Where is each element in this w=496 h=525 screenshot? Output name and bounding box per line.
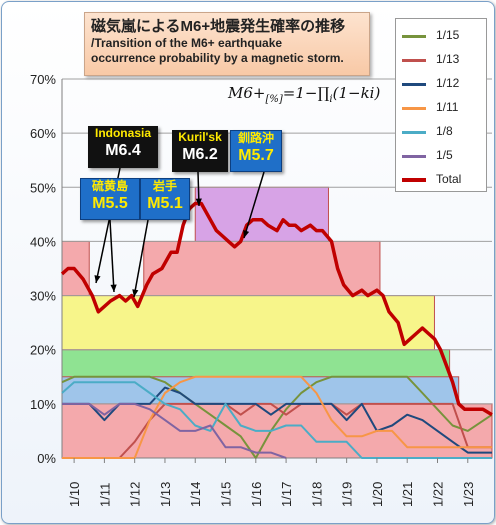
x-tick-label: 1/15 xyxy=(219,482,234,507)
callout-arrowhead xyxy=(110,284,117,292)
legend-swatch xyxy=(402,155,426,158)
callout-place: 岩手 xyxy=(152,179,177,193)
x-tick-label: 1/22 xyxy=(430,482,445,507)
callout-place: 硫黄島 xyxy=(91,179,128,193)
callout-iwate: 岩手 M5.1 xyxy=(140,178,190,220)
callout-arrowhead xyxy=(195,198,202,206)
callout-arrowhead xyxy=(132,289,139,297)
callout-iwojima: 硫黄島 M5.5 xyxy=(80,178,140,220)
chart-title-box: 磁気嵐によるM6+地震発生確率の推移 /Transition of the M6… xyxy=(84,12,370,76)
y-tick-label: 30% xyxy=(30,289,56,304)
x-tick-label: 1/11 xyxy=(97,483,112,507)
y-tick-label: 70% xyxy=(30,72,56,87)
x-tick-label: 1/12 xyxy=(128,482,143,507)
x-tick-label: 1/23 xyxy=(461,482,476,507)
callout-magnitude: M5.7 xyxy=(238,147,274,164)
callout-arrowhead xyxy=(94,275,101,283)
x-tick-label: 1/16 xyxy=(249,482,264,507)
formula-tail: (1−ki) xyxy=(332,84,381,102)
callout-place: 釧路沖 xyxy=(237,131,274,145)
formula-rhs-sub: i xyxy=(329,94,333,105)
callout-kurilsk: Kuril'sk M6.2 xyxy=(172,130,228,172)
legend-swatch xyxy=(402,107,426,110)
callout-arrow xyxy=(133,219,149,298)
legend-label: 1/8 xyxy=(436,124,453,138)
callout-place: Indonasia xyxy=(94,126,151,140)
legend-label: Total xyxy=(436,172,462,186)
series-line-total xyxy=(60,201,493,417)
chart-subtitle: /Transition of the M6+ earthquake occurr… xyxy=(91,36,363,66)
formula-lhs: M6+ xyxy=(228,84,266,102)
callout-place: Kuril'sk xyxy=(178,130,222,144)
chart-subtitle-line2: occurrence probability by a magnetic sto… xyxy=(91,51,344,65)
y-tick-label: 0% xyxy=(37,451,56,466)
chart-title: 磁気嵐によるM6+地震発生確率の推移 xyxy=(91,18,346,35)
x-tick-label: 1/19 xyxy=(340,482,355,507)
legend-swatch xyxy=(402,131,426,134)
x-tick-label: 1/17 xyxy=(279,482,294,507)
x-tick-label: 1/20 xyxy=(370,482,385,507)
legend-swatch xyxy=(402,35,426,38)
legend-swatch xyxy=(402,83,426,86)
y-tick-label: 60% xyxy=(30,126,56,141)
x-tick-label: 1/18 xyxy=(309,482,324,507)
legend-label: 1/11 xyxy=(436,100,459,114)
y-tick-label: 20% xyxy=(30,343,56,358)
series-line-1-11 xyxy=(62,375,492,459)
y-tick-label: 40% xyxy=(30,234,56,249)
legend-label: 1/13 xyxy=(436,52,460,66)
callout-arrowhead xyxy=(243,230,250,238)
chart-legend: 1/15 1/13 1/12 1/11 1/8 1/5 Total xyxy=(395,18,487,192)
callout-magnitude: M6.2 xyxy=(182,146,218,163)
callout-magnitude: M6.4 xyxy=(105,142,141,159)
y-tick-label: 50% xyxy=(30,180,56,195)
probability-formula: M6+[%]=1−∏i(1−ki) xyxy=(228,84,380,105)
series-line-1-8 xyxy=(61,381,492,459)
callout-arrow xyxy=(109,219,115,293)
legend-label: 1/5 xyxy=(436,148,453,162)
series-line-1-13 xyxy=(62,402,492,459)
callout-indonasia: Indonasia M6.4 xyxy=(88,126,158,168)
callout-kushiro-oki: 釧路沖 M5.7 xyxy=(230,130,282,172)
chart-subtitle-line1: /Transition of the M6+ earthquake xyxy=(91,36,283,50)
y-tick-label: 10% xyxy=(30,397,56,412)
x-tick-label: 1/21 xyxy=(400,482,415,507)
x-tick-label: 1/10 xyxy=(67,482,82,507)
x-tick-label: 1/13 xyxy=(158,482,173,507)
formula-lhs-sub: [%] xyxy=(265,94,283,105)
callout-magnitude: M5.5 xyxy=(92,195,128,212)
legend-label: 1/12 xyxy=(436,76,460,90)
legend-label: 1/15 xyxy=(436,28,460,42)
formula-rhs: =1−∏ xyxy=(282,84,330,102)
series-line-1-5 xyxy=(62,402,287,459)
legend-swatch xyxy=(402,178,426,182)
x-tick-label: 1/14 xyxy=(188,482,203,507)
legend-swatch xyxy=(402,59,426,62)
callout-arrow xyxy=(243,171,265,239)
callout-magnitude: M5.1 xyxy=(147,195,183,212)
